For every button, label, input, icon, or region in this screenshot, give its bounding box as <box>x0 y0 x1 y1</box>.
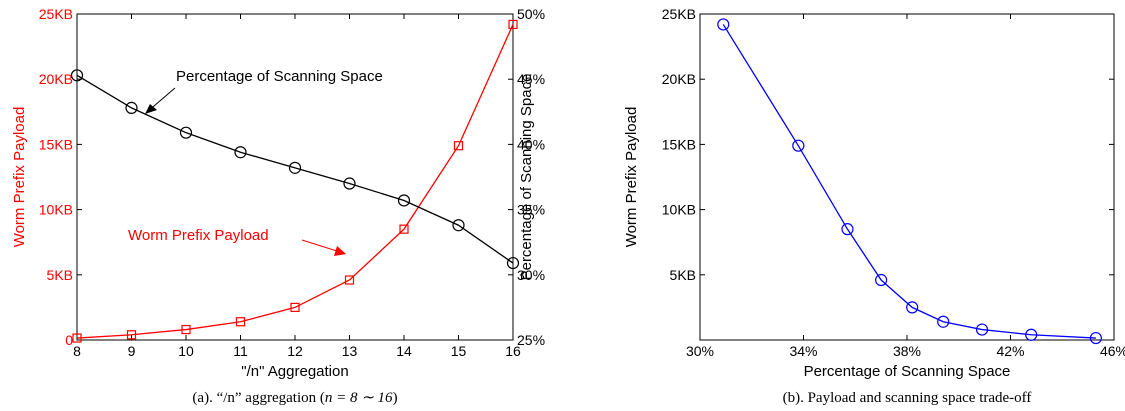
x-tick-label: 34% <box>789 343 817 359</box>
chart-a-annotation-arrowhead-worm-payload <box>334 246 346 256</box>
right-y-tick-label: 30% <box>517 267 545 283</box>
x-tick-label: 42% <box>996 343 1024 359</box>
chart-a-series <box>70 19 520 343</box>
y-tick-label: 10KB <box>662 202 696 218</box>
data-point-worm-payload <box>453 141 464 151</box>
x-tick-label: 16 <box>505 343 521 359</box>
chart-a-left-y-ticks: 0 5KB 10KB 15KB 20KB 25KB <box>39 6 82 348</box>
data-point-payload-tradeoff <box>1089 331 1102 345</box>
left-y-tick-label: 5KB <box>47 267 73 283</box>
chart-b-series <box>717 18 1102 345</box>
chart-b-x-ticks: 30% 34% 38% 42% 46% <box>686 14 1125 359</box>
x-tick-label: 12 <box>287 343 303 359</box>
x-tick-label: 13 <box>342 343 358 359</box>
chart-a-x-ticks: 8 9 10 11 12 13 14 15 16 <box>73 14 521 359</box>
chart-a-right-y-axis-label: Percentage of Scanning Space <box>518 74 535 281</box>
data-point-worm-payload <box>235 317 246 327</box>
data-point-payload-tradeoff <box>975 323 989 336</box>
x-tick-label: 46% <box>1100 343 1125 359</box>
x-tick-label: 11 <box>233 343 248 359</box>
y-tick-label: 15KB <box>662 136 696 152</box>
data-point-worm-payload <box>508 19 518 30</box>
x-tick-label: 10 <box>178 343 194 359</box>
data-point-worm-payload <box>126 330 137 340</box>
chart-b-plot-frame <box>699 13 1115 341</box>
data-point-scanning-space <box>179 126 193 139</box>
x-tick-label: 15 <box>451 343 467 359</box>
data-point-payload-tradeoff <box>1025 328 1038 341</box>
x-tick-label: 8 <box>73 343 81 359</box>
data-point-payload-tradeoff <box>906 301 919 314</box>
chart-b-caption: (b). Payload and scanning space trade-of… <box>783 390 1032 406</box>
y-tick-label: 25KB <box>662 6 696 22</box>
data-point-scanning-space <box>452 219 465 232</box>
data-point-payload-tradeoff <box>841 223 854 236</box>
data-point-worm-payload <box>290 302 300 312</box>
data-point-worm-payload <box>399 224 409 234</box>
right-y-tick-label: 40% <box>517 136 545 152</box>
data-point-scanning-space <box>343 177 356 190</box>
chart-a: 8 9 10 11 12 13 14 15 16 0 5KB 10KB 15KB 20KB 25KB 25… <box>11 6 545 406</box>
chart-b-y-ticks: 5KB 10KB 15KB 20KB 25KB <box>662 6 1114 283</box>
data-point-scanning-space <box>506 256 520 270</box>
chart-b: 30% 34% 38% 42% 46% 5KB 10KB 15KB 20KB 25KB Perc… <box>623 6 1125 406</box>
left-y-tick-label: 15KB <box>39 136 73 152</box>
data-point-scanning-space <box>397 194 411 207</box>
chart-b-x-axis-label: Percentage of Scanning Space <box>804 363 1011 380</box>
right-y-tick-label: 25% <box>517 332 545 348</box>
chart-a-annotation-worm-payload: Worm Prefix Payload <box>128 227 269 244</box>
y-tick-label: 20KB <box>662 71 696 87</box>
x-tick-label: 38% <box>893 343 921 359</box>
data-point-scanning-space <box>125 101 138 114</box>
data-point-payload-tradeoff <box>792 139 805 152</box>
series-line-worm-payload <box>76 24 514 339</box>
x-tick-label: 14 <box>396 343 412 359</box>
right-y-tick-label: 50% <box>517 6 545 22</box>
data-point-scanning-space <box>70 69 84 82</box>
chart-a-annotation-arrowhead-scanning-space <box>145 104 157 114</box>
series-line-payload-tradeoff <box>722 24 1096 339</box>
chart-a-plot-frame <box>76 13 514 341</box>
chart-a-right-y-ticks: 25% 30% 35% 40% 45% 50% <box>508 6 545 348</box>
y-tick-label: 5KB <box>670 267 696 283</box>
data-point-payload-tradeoff <box>937 315 950 328</box>
left-y-tick-label: 25KB <box>39 6 73 22</box>
data-point-payload-tradeoff <box>717 18 730 31</box>
chart-a-x-axis-label: "/n" Aggregation <box>241 363 348 380</box>
chart-a-caption: (a). “/n” aggregation (n = 8 ∼ 16) <box>192 390 397 406</box>
data-point-worm-payload <box>181 324 191 335</box>
right-y-tick-label: 35% <box>517 202 545 218</box>
data-point-payload-tradeoff <box>875 273 888 287</box>
chart-a-annotation-scanning-space: Percentage of Scanning Space <box>176 68 383 85</box>
left-y-tick-label: 20KB <box>39 71 73 87</box>
chart-b-y-axis-label: Worm Prefix Payload <box>623 107 640 248</box>
left-y-tick-label: 10KB <box>39 202 73 218</box>
data-point-scanning-space <box>234 146 247 159</box>
data-point-worm-payload <box>344 275 355 285</box>
left-y-tick-label: 0 <box>65 332 73 348</box>
right-y-tick-label: 45% <box>517 71 545 87</box>
data-point-worm-payload <box>72 333 82 343</box>
x-tick-label: 9 <box>128 343 136 359</box>
data-point-scanning-space <box>288 161 302 174</box>
x-tick-label: 30% <box>686 343 714 359</box>
chart-a-left-y-axis-label: Worm Prefix Payload <box>11 107 28 248</box>
series-line-scanning-space <box>76 74 514 264</box>
chart-a-annotation-arrow-worm-payload <box>301 239 341 253</box>
